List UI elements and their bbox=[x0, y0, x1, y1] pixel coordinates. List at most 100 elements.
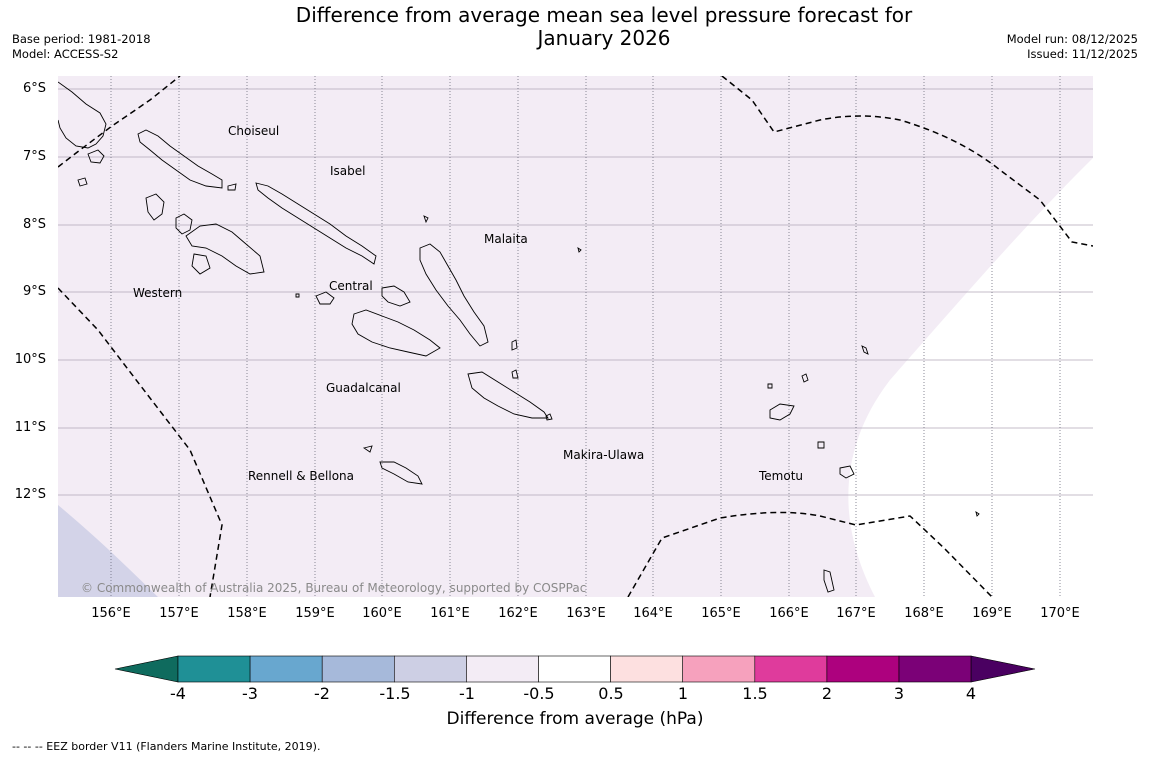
small-island bbox=[87, 149, 105, 164]
lon-label: 170°E bbox=[1040, 606, 1080, 621]
lon-label: 169°E bbox=[972, 606, 1012, 621]
model-run: Model run: 08/12/2025 bbox=[1006, 32, 1138, 46]
colorbar-segment bbox=[249, 655, 323, 683]
copyright-notice: © Commonwealth of Australia 2025, Bureau… bbox=[81, 581, 586, 595]
colorbar-tick: -1 bbox=[459, 684, 475, 703]
region-label-makira-ulawa: Makira-Ulawa bbox=[563, 448, 644, 462]
lon-label: 167°E bbox=[836, 606, 876, 621]
malaita-island bbox=[419, 243, 489, 347]
small-island bbox=[975, 510, 980, 517]
colorbar-tick: -1.5 bbox=[379, 684, 411, 703]
colorbar-tick: 4 bbox=[965, 684, 977, 703]
lon-label: 159°E bbox=[295, 606, 335, 621]
lat-label: 11°S bbox=[14, 420, 46, 435]
region-label-isabel: Isabel bbox=[330, 164, 365, 178]
region-label-choiseul: Choiseul bbox=[228, 124, 279, 138]
lat-label: 12°S bbox=[14, 487, 46, 502]
island-outlines bbox=[58, 81, 980, 593]
title-line-1: Difference from average mean sea level p… bbox=[295, 3, 913, 27]
lon-label: 163°E bbox=[566, 606, 606, 621]
base-period: Base period: 1981-2018 bbox=[12, 32, 151, 46]
lon-label: 166°E bbox=[769, 606, 809, 621]
russell-islands bbox=[315, 291, 335, 305]
guadalcanal-island bbox=[351, 309, 441, 357]
small-island bbox=[767, 383, 773, 389]
rennell-island bbox=[379, 461, 423, 485]
colorbar-segment bbox=[754, 655, 828, 683]
colorbar-segment bbox=[826, 655, 900, 683]
region-label-temotu: Temotu bbox=[758, 469, 803, 483]
lon-label: 158°E bbox=[227, 606, 267, 621]
lon-label: 156°E bbox=[91, 606, 131, 621]
eez-borders bbox=[58, 76, 1093, 597]
kolombangara-island bbox=[175, 213, 193, 235]
nendo-island bbox=[769, 403, 795, 421]
colorbar-segment bbox=[538, 655, 611, 683]
colorbar-extend-low bbox=[114, 655, 179, 683]
lat-label: 9°S bbox=[22, 284, 46, 299]
eez-border-west-south bbox=[58, 287, 223, 597]
latitude-gridlines bbox=[58, 88, 1093, 496]
makira-island bbox=[467, 371, 549, 419]
region-labels: Choiseul Isabel Malaita Central Western … bbox=[133, 124, 803, 483]
lon-label: 164°E bbox=[633, 606, 673, 621]
colorbar-segment bbox=[321, 655, 395, 683]
colorbar-tick: -0.5 bbox=[523, 684, 555, 703]
colorbar-segment bbox=[466, 655, 539, 683]
small-island bbox=[295, 293, 300, 298]
lat-label: 8°S bbox=[22, 217, 46, 232]
chart-title: Difference from average mean sea level p… bbox=[200, 4, 1008, 50]
colorbar-tick: -2 bbox=[314, 684, 330, 703]
lon-label: 162°E bbox=[498, 606, 538, 621]
colorbar-tick: 2 bbox=[821, 684, 833, 703]
map-plot-area: Choiseul Isabel Malaita Central Western … bbox=[58, 76, 1093, 597]
vella-lavella-island bbox=[145, 193, 165, 221]
vanikoro-island bbox=[817, 441, 825, 449]
small-island bbox=[577, 246, 582, 253]
colorbar-segments bbox=[114, 655, 1036, 683]
model-name: Model: ACCESS-S2 bbox=[12, 47, 119, 61]
new-georgia-island bbox=[185, 223, 265, 275]
lat-label: 6°S bbox=[22, 81, 46, 96]
colorbar-tick: 1.5 bbox=[742, 684, 768, 703]
nggela-islands bbox=[381, 285, 411, 307]
colorbar-tick: 1 bbox=[677, 684, 689, 703]
title-line-2: January 2026 bbox=[537, 26, 671, 50]
colorbar-tick: -3 bbox=[242, 684, 258, 703]
colorbar-segment bbox=[177, 655, 251, 683]
colorbar-label: Difference from average (hPa) bbox=[446, 709, 704, 729]
santa-isabel-island bbox=[255, 182, 377, 265]
colorbar-segment bbox=[393, 655, 467, 683]
lon-label: 165°E bbox=[701, 606, 741, 621]
colorbar-segment bbox=[682, 655, 756, 683]
colorbar-tick: 3 bbox=[893, 684, 905, 703]
region-label-central: Central bbox=[329, 279, 373, 293]
lon-label: 157°E bbox=[159, 606, 199, 621]
choiseul-island bbox=[137, 129, 223, 189]
santa-ana-island bbox=[545, 413, 553, 421]
tikopia-island bbox=[839, 465, 855, 479]
bellona-island bbox=[362, 445, 373, 453]
rendova-island bbox=[191, 253, 211, 275]
anomaly-fill-neutral bbox=[848, 158, 1093, 597]
region-label-rennell-bellona: Rennell & Bellona bbox=[248, 469, 354, 483]
meta-left: Base period: 1981-2018 Model: ACCESS-S2 bbox=[12, 32, 151, 62]
small-island bbox=[823, 569, 835, 593]
bougainville-island bbox=[58, 81, 107, 149]
colorbar-tick: 0.5 bbox=[598, 684, 624, 703]
colorbar-segment bbox=[898, 655, 972, 683]
lat-label: 10°S bbox=[14, 352, 46, 367]
small-island bbox=[801, 373, 809, 383]
eez-border-north-east bbox=[721, 76, 1093, 247]
anomaly-fill-minus-1 bbox=[58, 505, 158, 597]
colorbar-extend-high bbox=[970, 655, 1036, 683]
region-label-malaita: Malaita bbox=[484, 232, 528, 246]
small-island bbox=[511, 339, 518, 351]
small-island bbox=[511, 369, 519, 379]
meta-right: Model run: 08/12/2025 Issued: 11/12/2025 bbox=[1007, 32, 1138, 62]
issued-date: Issued: 11/12/2025 bbox=[1027, 47, 1138, 61]
region-label-western: Western bbox=[133, 286, 182, 300]
lon-label: 161°E bbox=[430, 606, 470, 621]
lat-label: 7°S bbox=[22, 149, 46, 164]
